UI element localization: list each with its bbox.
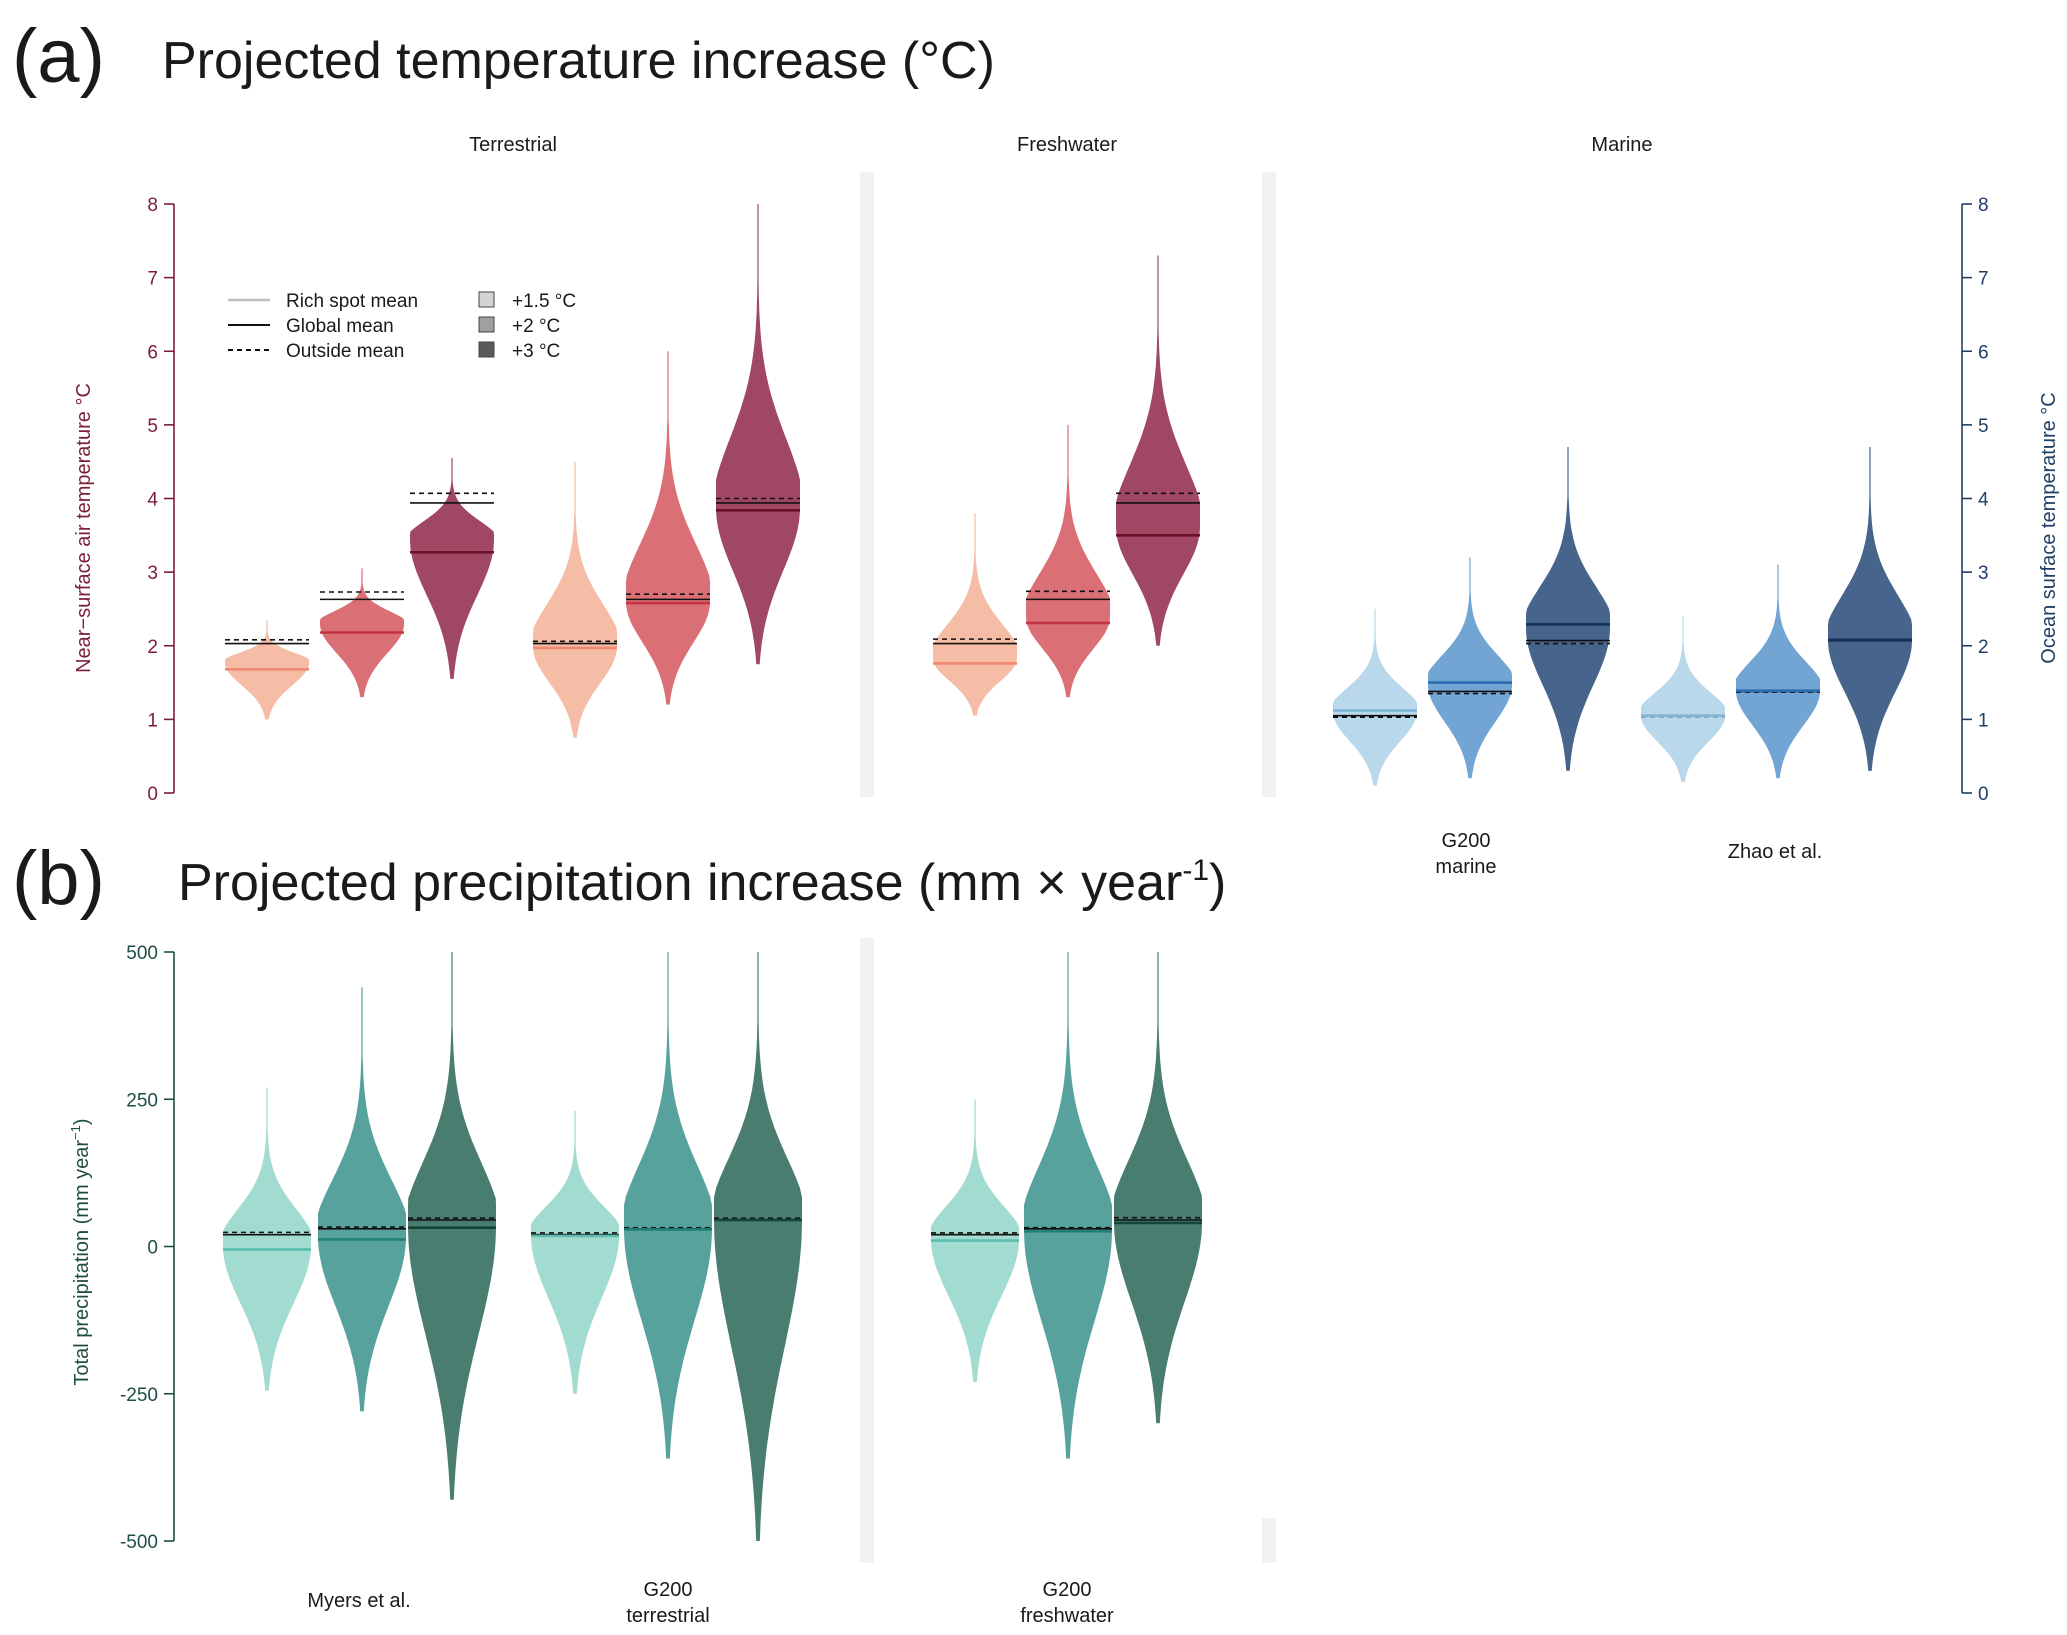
temp-right-axis-tick-label: 2 [1978,637,1989,658]
temp-right-axis-tick-label: 4 [1978,490,1989,511]
group-label-line: Myers et al. [307,1590,410,1612]
violin-temp-0-2 [410,458,494,679]
precip-axis-tick-label: -500 [120,1532,158,1553]
group-label-precip-2: G200 freshwater [1020,1579,1114,1627]
violin-temp-4-1 [1736,564,1820,779]
right-axis-label: Ocean surface temperature °C [2038,392,2060,663]
temp-right-axis-tick-label: 5 [1978,416,1989,437]
violin-temp-2-2 [1116,255,1200,646]
group-label-layer: G200 marine Zhao et al. Myers et al. G200 ter… [307,830,1822,1627]
temp-right-axis-tick-label: 7 [1978,269,1989,290]
legend-label-rich-spot: Rich spot mean [286,291,418,312]
panel-b-title-main: Projected precipitation increase (mm × y… [178,854,1182,912]
group-label-line: G200 [1043,1579,1092,1601]
group-label-line: Zhao et al. [1728,841,1823,863]
left-axis-label: Near−surface air temperature °C [73,383,95,673]
violin-precip-1-1 [624,952,712,1459]
violin-temp-1-0 [533,461,617,738]
panel-b-label: (b) [12,836,105,921]
temp-left-axis-tick-label: 7 [147,269,158,290]
violin-precip-0-1 [318,987,406,1412]
legend-label-global: Global mean [286,316,394,337]
violin-temp-1-1 [626,351,710,705]
temp-left-axis-tick-label: 4 [147,490,158,511]
violin-precip-0-0 [223,1087,311,1391]
legend-swatch-15 [478,291,495,308]
precip-axis-label: Total precipitation (mm year−1) [68,1118,93,1385]
group-label-temp-1: Zhao et al. [1728,841,1823,863]
group-label-line: G200 [1442,830,1491,852]
violin-temp-2-0 [933,513,1017,716]
temp-left-axis-tick-label: 0 [147,784,158,805]
temp-left-axis-tick-label: 6 [147,342,158,363]
temp-right-axis-tick-label: 6 [1978,342,1989,363]
legend-label-15: +1.5 °C [512,291,576,312]
legend: Rich spot mean Global mean Outside mean … [228,291,576,362]
legend-swatch-3 [478,341,495,358]
panel-b-title-sup: -1 [1182,854,1209,887]
panel-b-title: Projected precipitation increase (mm × y… [178,854,1226,912]
panel-a-label: (a) [12,14,105,99]
violin-temp-3-2 [1526,447,1610,771]
temp-left-axis-tick-label: 3 [147,563,158,584]
panel-b-title-end: ) [1209,854,1226,912]
violin-precip-0-2 [408,952,496,1500]
precip-axis-tick-label: 500 [126,943,158,964]
violin-layer [223,204,1912,1541]
temp-right-axis-tick-label: 3 [1978,563,1989,584]
precip-axis-label-sup: −1 [68,1125,83,1140]
group-label-line: terrestrial [626,1605,709,1627]
legend-label-3: +3 °C [512,341,560,362]
temp-left-axis-tick-label: 1 [147,710,158,731]
precip-axis-label-main: Total precipitation (mm year [71,1140,93,1386]
group-label-line: marine [1435,856,1496,878]
violin-temp-1-2 [716,204,800,665]
temp-left-axis-tick-label: 5 [147,416,158,437]
column-title-terrestrial: Terrestrial [469,134,557,156]
violin-temp-4-2 [1828,447,1912,771]
axes-layer: 0 1 2 3 4 5 6 7 8 0 1 2 3 4 5 6 7 8 -500 -250 0 250 500 [120,195,1989,1553]
group-label-temp-0: G200 marine [1435,830,1496,878]
violin-temp-3-0 [1333,608,1417,786]
column-title-freshwater: Freshwater [1017,134,1117,156]
violin-precip-1-0 [531,1111,619,1394]
violin-temp-4-0 [1641,616,1725,782]
temp-right-axis-tick-label: 0 [1978,784,1989,805]
separator-fresh-marine-a [1262,172,1276,797]
violin-precip-2-2 [1114,952,1202,1424]
legend-label-outside: Outside mean [286,341,404,362]
precip-axis-tick-label: 250 [126,1090,158,1111]
precip-axis-tick-label: 0 [147,1238,158,1259]
group-label-line: G200 [644,1579,693,1601]
violin-precip-1-2 [714,952,802,1541]
legend-swatch-2 [478,316,495,333]
temp-left-axis-tick-label: 2 [147,637,158,658]
violin-precip-2-1 [1024,952,1112,1459]
legend-label-2: +2 °C [512,316,560,337]
group-label-precip-0: Myers et al. [307,1590,410,1612]
temp-right-axis-tick-label: 8 [1978,195,1989,216]
precip-axis-tick-label: -250 [120,1385,158,1406]
group-label-line: freshwater [1020,1605,1114,1627]
column-title-marine: Marine [1591,134,1652,156]
group-label-precip-1: G200 terrestrial [626,1579,709,1627]
separator-terr-fresh-b [860,938,874,1563]
violin-temp-3-1 [1428,557,1512,779]
violin-temp-2-1 [1026,424,1110,698]
panel-a-title: Projected temperature increase (°C) [162,32,995,90]
separator-terr-fresh-a [860,172,874,797]
precip-axis-label-end: ) [71,1118,93,1125]
temp-right-axis-tick-label: 1 [1978,710,1989,731]
temp-left-axis-tick-label: 8 [147,195,158,216]
mean-layer [223,492,1912,1251]
separator-stub-b [1262,1518,1276,1563]
